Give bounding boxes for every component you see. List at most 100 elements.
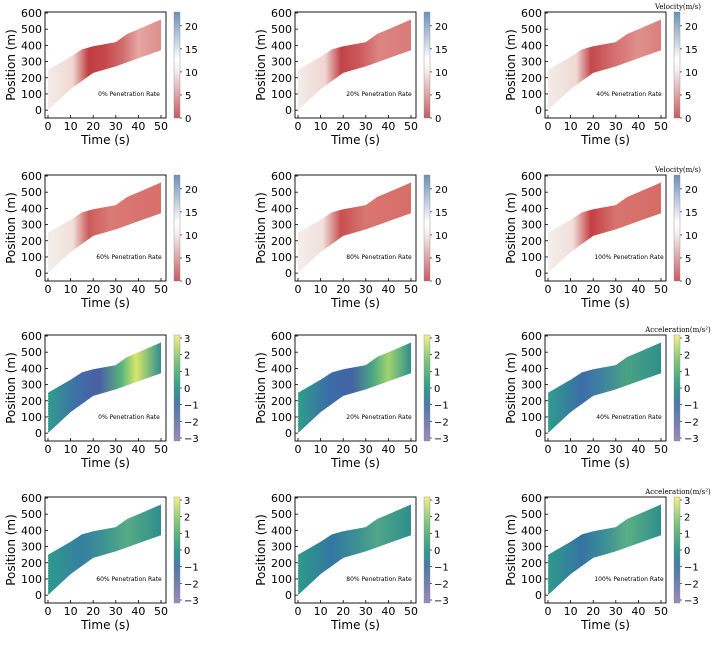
colorbar-tick-label: 20 — [435, 185, 448, 196]
x-tick-label: 20 — [586, 605, 600, 618]
colorbar-tick-label: 0 — [684, 546, 690, 557]
trajectory-band — [48, 19, 161, 111]
colorbar-title: Velocity(m/s) — [654, 166, 701, 174]
x-tick-label: 50 — [404, 443, 418, 456]
y-axis-label: Position (m) — [254, 352, 268, 424]
colorbar-tick-label: 0 — [184, 384, 190, 395]
penetration-rate-annotation: 100% Penetration Rate — [594, 254, 664, 261]
x-tick-label: 50 — [154, 283, 168, 296]
colorbar-tick-label: 1 — [434, 529, 440, 540]
x-tick-label: 20 — [336, 120, 350, 133]
x-tick-label: 50 — [654, 120, 668, 133]
colorbar-tick-label: −2 — [684, 579, 699, 590]
y-axis-label: Position (m) — [504, 352, 518, 424]
x-axis-label: Time (s) — [330, 618, 380, 632]
y-tick-label: 600 — [521, 330, 542, 343]
x-tick-label: 10 — [314, 443, 328, 456]
x-tick-label: 0 — [45, 283, 52, 296]
penetration-rate-annotation: 40% Penetration Rate — [596, 414, 662, 421]
trajectory-band — [548, 504, 661, 596]
colorbar-tick-label: 20 — [435, 22, 448, 33]
colorbar-tick-label: −1 — [434, 563, 449, 574]
colorbar-tick-label: 15 — [685, 45, 698, 56]
x-tick-label: 0 — [45, 443, 52, 456]
y-tick-label: 300 — [21, 379, 42, 392]
x-tick-label: 50 — [154, 120, 168, 133]
x-tick-label: 50 — [654, 443, 668, 456]
y-tick-label: 200 — [21, 557, 42, 570]
y-tick-label: 100 — [21, 411, 42, 424]
x-tick-label: 10 — [64, 443, 78, 456]
y-tick-label: 300 — [21, 219, 42, 232]
y-tick-label: 0 — [535, 104, 542, 117]
x-tick-label: 30 — [609, 443, 623, 456]
colorbar-tick-label: 5 — [185, 91, 191, 102]
x-axis-label: Time (s) — [80, 618, 130, 632]
colorbar-tick-label: 1 — [434, 367, 440, 378]
colorbar-tick-label: 10 — [685, 68, 698, 79]
y-tick-label: 300 — [271, 56, 292, 69]
y-tick-label: 500 — [271, 186, 292, 199]
colorbar-tick-label: −3 — [684, 434, 699, 445]
colorbar-tick-label: −3 — [434, 596, 449, 607]
colorbar-tick-label: 20 — [185, 22, 198, 33]
colorbar-tick-label: 5 — [685, 254, 691, 265]
y-axis-label: Position (m) — [504, 514, 518, 586]
y-axis-label: Position (m) — [504, 29, 518, 101]
y-tick-label: 0 — [35, 427, 42, 440]
x-tick-label: 0 — [295, 443, 302, 456]
x-tick-label: 50 — [654, 605, 668, 618]
colorbar-tick-label: 1 — [184, 529, 190, 540]
acceleration-colorbar — [173, 334, 181, 442]
y-tick-label: 100 — [21, 251, 42, 264]
colorbar-tick-label: 5 — [685, 91, 691, 102]
x-tick-label: 40 — [381, 283, 395, 296]
x-tick-label: 30 — [109, 605, 123, 618]
y-tick-label: 400 — [21, 39, 42, 52]
penetration-rate-annotation: 20% Penetration Rate — [346, 414, 412, 421]
acceleration-colorbar — [173, 496, 181, 604]
velocity-colorbar — [673, 174, 681, 282]
y-tick-label: 400 — [271, 39, 292, 52]
x-tick-label: 20 — [586, 120, 600, 133]
x-tick-label: 10 — [564, 605, 578, 618]
y-tick-label: 500 — [521, 508, 542, 521]
y-tick-label: 400 — [21, 524, 42, 537]
x-tick-label: 0 — [545, 443, 552, 456]
y-axis-label: Position (m) — [4, 352, 18, 424]
x-axis-label: Time (s) — [80, 456, 130, 470]
colorbar-tick-label: 5 — [435, 254, 441, 265]
y-tick-label: 400 — [271, 524, 292, 537]
colorbar-tick-label: −2 — [434, 579, 449, 590]
colorbar-tick-label: 0 — [435, 277, 441, 288]
penetration-rate-annotation: 20% Penetration Rate — [346, 91, 412, 98]
y-tick-label: 0 — [35, 267, 42, 280]
x-tick-label: 0 — [295, 605, 302, 618]
colorbar-tick-label: −3 — [184, 596, 199, 607]
colorbar-tick-label: −2 — [434, 417, 449, 428]
y-tick-label: 100 — [521, 88, 542, 101]
x-tick-label: 30 — [109, 120, 123, 133]
x-tick-label: 50 — [404, 120, 418, 133]
x-tick-label: 30 — [359, 443, 373, 456]
colorbar-tick-label: 5 — [435, 91, 441, 102]
x-tick-label: 20 — [586, 283, 600, 296]
y-tick-label: 0 — [285, 589, 292, 602]
colorbar-title: Velocity(m/s) — [654, 3, 701, 11]
colorbar-tick-label: 3 — [184, 334, 190, 345]
colorbar-tick-label: 0 — [185, 277, 191, 288]
colorbar-tick-label: 0 — [685, 114, 691, 125]
penetration-rate-annotation: 80% Penetration Rate — [346, 254, 412, 261]
y-tick-label: 600 — [271, 7, 292, 20]
penetration-rate-annotation: 0% Penetration Rate — [98, 414, 160, 421]
y-tick-label: 600 — [521, 7, 542, 20]
y-axis-label: Position (m) — [4, 192, 18, 264]
colorbar-tick-label: 0 — [434, 384, 440, 395]
x-tick-label: 40 — [131, 443, 145, 456]
colorbar-tick-label: −2 — [184, 579, 199, 590]
